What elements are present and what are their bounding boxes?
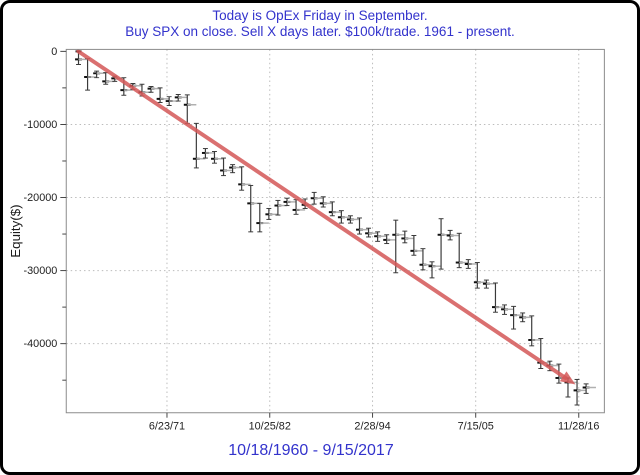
chart-title-line-2: Buy SPX on close. Sell X days later. $10… [125, 24, 515, 40]
plot-frame [65, 48, 605, 414]
trend-arrow-head [559, 371, 576, 385]
equity-curve-series [75, 50, 596, 406]
y-axis-label: Equity($) [8, 204, 23, 257]
trend-arrow [76, 49, 576, 385]
x-tick-label: 10/25/82 [249, 421, 291, 433]
gridlines [66, 49, 605, 413]
chart-title-line-1: Today is OpEx Friday in September. [212, 8, 428, 23]
y-tick-label: -10000 [24, 119, 58, 131]
equity-chart-svg: 0 -10000 -20000 -30000 -40000 6/23/71 10/25/82… [8, 46, 605, 433]
x-tick-label: 6/23/71 [149, 421, 185, 433]
y-tick-label: -40000 [24, 338, 58, 350]
x-tick-label: 2/28/94 [354, 421, 390, 433]
axis-ticks-and-labels: 0 -10000 -20000 -30000 -40000 6/23/71 10/25/82… [24, 46, 600, 433]
y-tick-label: -20000 [24, 192, 58, 204]
y-tick-label: 0 [51, 46, 57, 58]
y-tick-label: -30000 [24, 265, 58, 277]
x-tick-label: 11/28/16 [558, 421, 599, 433]
x-tick-label: 7/15/05 [458, 421, 494, 433]
chart-title: Today is OpEx Friday in September. Buy S… [3, 8, 637, 41]
x-axis-range-label: 10/18/1960 - 9/15/2017 [228, 442, 394, 459]
trend-arrow-shaft [76, 49, 568, 380]
plot-border [65, 48, 605, 414]
